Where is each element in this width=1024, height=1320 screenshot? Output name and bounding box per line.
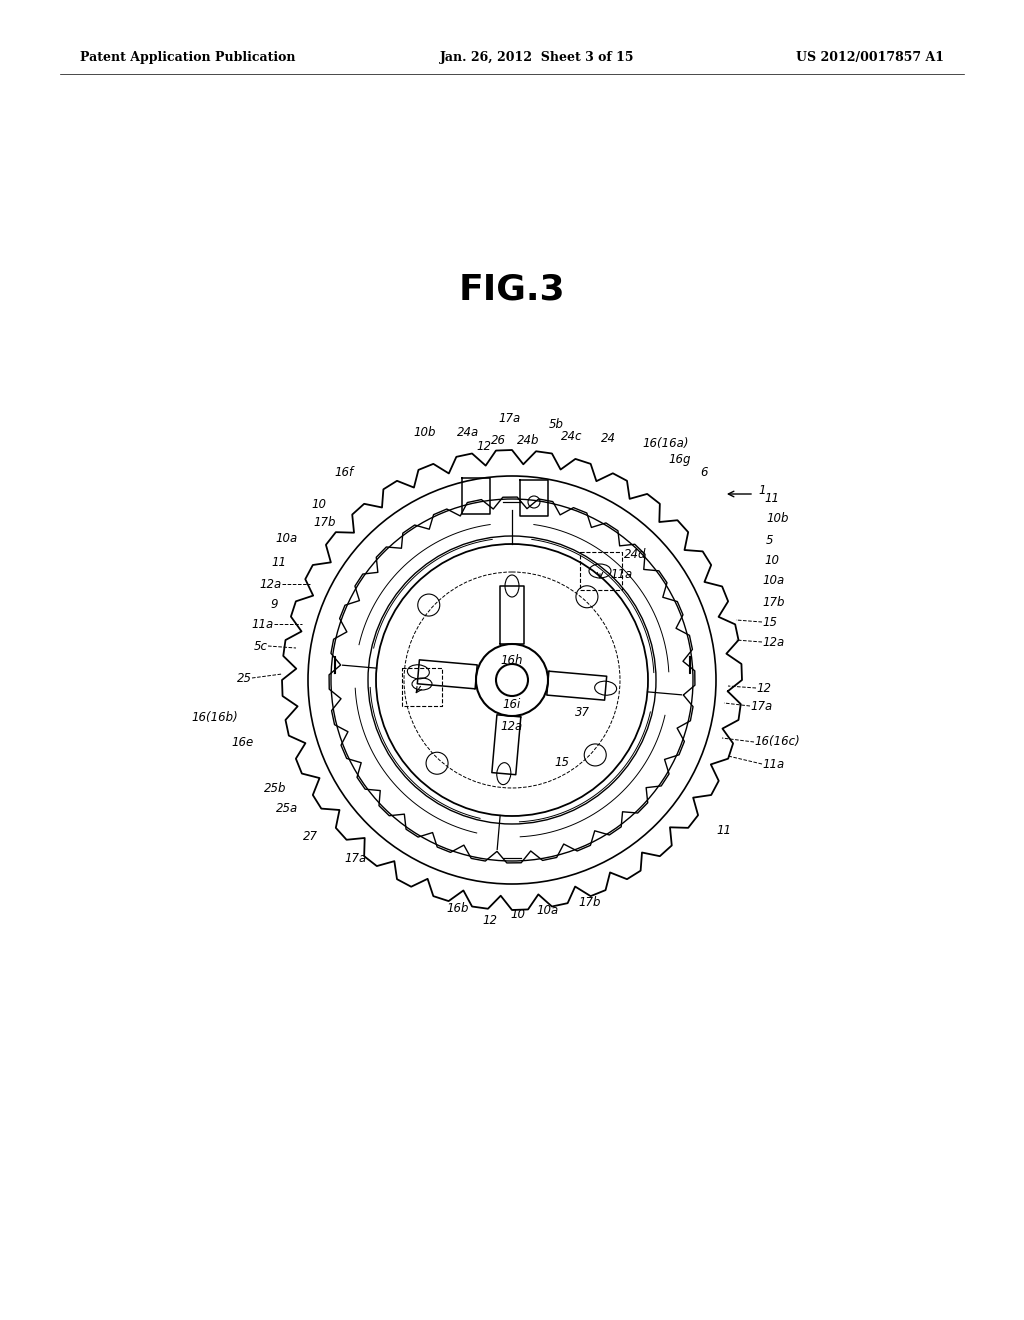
Text: 5b: 5b [549,418,563,432]
Text: 37: 37 [574,705,590,718]
Text: Patent Application Publication: Patent Application Publication [80,51,296,65]
Text: 24d: 24d [624,548,646,561]
Text: 16g: 16g [668,454,690,466]
Text: 12: 12 [482,913,498,927]
Text: 17a: 17a [345,851,368,865]
Text: 10b: 10b [766,512,788,525]
Text: 6: 6 [700,466,708,479]
Text: 17a: 17a [750,700,772,713]
Text: 10: 10 [764,553,779,566]
Text: 24b: 24b [517,433,540,446]
Text: 25b: 25b [263,781,286,795]
Text: 26: 26 [490,433,506,446]
Text: 16(16a): 16(16a) [642,437,688,450]
Text: 11a: 11a [762,758,784,771]
Text: 17b: 17b [313,516,336,528]
Text: 10: 10 [311,498,326,511]
Text: 17b: 17b [762,595,784,609]
Text: 10b: 10b [414,425,436,438]
Text: 11: 11 [271,556,286,569]
Text: 17a: 17a [499,412,521,425]
Text: 10: 10 [511,908,525,921]
Text: FIG.3: FIG.3 [459,273,565,308]
Text: 15: 15 [762,615,777,628]
Text: Jan. 26, 2012  Sheet 3 of 15: Jan. 26, 2012 Sheet 3 of 15 [440,51,635,65]
Text: 24: 24 [600,432,615,445]
Text: 12a: 12a [762,635,784,648]
Text: 12: 12 [756,681,771,694]
Text: 16b: 16b [446,902,469,915]
Text: 27: 27 [303,829,318,842]
Text: 11a: 11a [252,618,274,631]
Text: US 2012/0017857 A1: US 2012/0017857 A1 [796,51,944,65]
Text: 11: 11 [716,824,731,837]
Text: 10a: 10a [762,573,784,586]
Text: 15: 15 [555,755,569,768]
Text: 24a: 24a [457,425,479,438]
Text: 25: 25 [237,672,252,685]
Text: 10a: 10a [537,903,559,916]
Text: 25a: 25a [275,801,298,814]
Text: 12a: 12a [501,719,523,733]
Text: 17b: 17b [579,896,601,909]
Text: 16h: 16h [501,653,523,667]
Text: 12a: 12a [260,578,282,590]
Text: 10a: 10a [275,532,298,544]
Text: 16f: 16f [335,466,354,479]
Text: 1: 1 [758,483,766,496]
Text: 9: 9 [270,598,278,610]
Text: 5: 5 [766,533,773,546]
Text: 24c: 24c [561,430,583,444]
Text: 16(16b): 16(16b) [191,711,238,725]
Text: 16e: 16e [231,735,254,748]
Text: 16(16c): 16(16c) [754,735,800,748]
Text: 5c: 5c [254,639,268,652]
Text: 11: 11 [764,491,779,504]
Text: 11a: 11a [610,568,632,581]
Text: 12: 12 [476,441,492,454]
Text: 16i: 16i [503,697,521,710]
